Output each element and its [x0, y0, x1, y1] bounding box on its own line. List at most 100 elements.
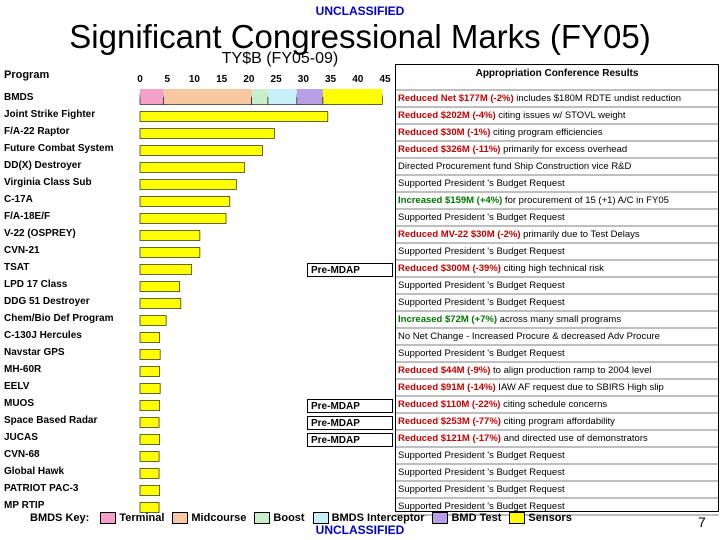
program-label: Joint Strike Fighter: [4, 109, 96, 120]
result-row: Supported President 's Budget Request: [398, 211, 718, 225]
legend-swatch: [509, 512, 526, 525]
program-bar: [139, 383, 161, 394]
page-title: Significant Congressional Marks (FY05): [69, 18, 651, 55]
program-bar: [139, 468, 160, 479]
legend-swatch: [172, 512, 189, 525]
result-row: Supported President 's Budget Request: [398, 347, 718, 361]
program-label: MUOS: [4, 398, 34, 409]
result-text: citing high technical risk: [500, 263, 604, 274]
program-label: DD(X) Destroyer: [4, 160, 82, 171]
legend-item: BMDS Interceptor: [305, 512, 424, 525]
program-label: C-130J Hercules: [4, 330, 82, 341]
result-row: Supported President 's Budget Request: [398, 500, 718, 514]
result-text: citing program affordability: [500, 416, 615, 427]
program-bar: [139, 298, 182, 309]
program-bar: [139, 162, 245, 173]
legend-items: Terminal Midcourse Boost BMDS Interceptor BM…: [92, 512, 572, 525]
result-row: Supported President 's Budget Request: [398, 483, 718, 497]
result-text: Supported President 's Budget Request: [398, 212, 565, 223]
x-tick-label: 35: [324, 74, 337, 85]
result-highlight: Reduced MV-22 $30M (-2%): [398, 229, 521, 240]
program-label: V-22 (OSPREY): [4, 228, 76, 239]
result-text: Supported President 's Budget Request: [398, 501, 565, 512]
classification-top: UNCLASSIFIED: [315, 4, 405, 18]
program-bar: [139, 213, 227, 224]
legend-item: Midcourse: [164, 512, 247, 525]
legend-label: BMDS Key:: [30, 512, 90, 524]
pre-mdap-label: Pre-MDAP: [307, 433, 393, 447]
result-text: citing issues w/ STOVL weight: [495, 110, 626, 121]
result-row: Supported President 's Budget Request: [398, 245, 718, 259]
x-tick-label: 40: [352, 74, 364, 85]
result-row: Reduced MV-22 $30M (-2%) primarily due t…: [398, 228, 718, 242]
result-text: for procurement of 15 (+1) A/C in FY05: [502, 195, 669, 206]
bmds-key-strip-segment: [163, 89, 252, 97]
result-text: across many small programs: [497, 314, 622, 325]
bmds-key-strip-segment: [296, 89, 323, 97]
legend-item: Boost: [246, 512, 305, 525]
result-highlight: Reduced Net $177M (-2%): [398, 93, 514, 104]
chart-subtitle: TY$B (FY05-09): [221, 50, 339, 67]
x-tick-label: 45: [379, 74, 391, 85]
result-row: Increased $159M (+4%) for procurement of…: [398, 194, 718, 208]
result-text: Directed Procurement fund Ship Construct…: [398, 161, 632, 172]
result-text: No Net Change - Increased Procure & decr…: [398, 331, 660, 342]
legend-item-label: Sensors: [528, 512, 572, 525]
program-label: Navstar GPS: [4, 347, 65, 358]
result-highlight: Increased $159M (+4%): [398, 195, 503, 206]
program-bar: [139, 247, 201, 258]
program-bar: [139, 315, 167, 326]
result-text: citing schedule concerns: [500, 399, 608, 410]
legend-swatch: [100, 512, 117, 525]
program-bar: [139, 196, 231, 207]
result-row: Reduced $44M (-9%) to align production r…: [398, 364, 718, 378]
result-row: Reduced $91M (-14%) IAW AF request due t…: [398, 381, 718, 395]
program-bar: [139, 264, 193, 275]
result-text: IAW AF request due to SBIRS High slip: [495, 382, 664, 393]
legend-item-label: Terminal: [119, 512, 165, 525]
program-bar: [139, 349, 161, 360]
legend-item: Terminal: [92, 512, 165, 525]
x-tick-label: 15: [216, 74, 228, 85]
program-label: F/A-18E/F: [4, 211, 51, 222]
result-highlight: Increased $72M (+7%): [398, 314, 498, 325]
result-highlight: Reduced $121M (-17%): [398, 433, 501, 444]
result-highlight: Reduced $91M (-14%): [398, 382, 496, 393]
legend-item: BMD Test: [424, 512, 501, 525]
result-highlight: Reduced $326M (-11%): [398, 144, 501, 155]
program-bar: [139, 332, 160, 343]
program-label: BMDS: [4, 92, 34, 103]
program-column-header: Program: [4, 69, 50, 81]
program-bar: [139, 451, 160, 462]
bmds-key-strip-segment: [267, 89, 297, 97]
result-highlight: Reduced $44M (-9%): [398, 365, 491, 376]
bmds-key-strip-segment: [322, 89, 383, 97]
result-highlight: Reduced $110M (-22%): [398, 399, 501, 410]
program-label: LPD 17 Class: [4, 279, 68, 290]
program-bar: [139, 502, 160, 513]
program-bar: [139, 281, 181, 292]
result-row: Reduced $202M (-4%) citing issues w/ STO…: [398, 109, 718, 123]
classification-bottom: UNCLASSIFIED: [315, 523, 405, 537]
x-tick-label: 5: [164, 74, 170, 85]
program-bar: [139, 145, 263, 156]
result-text: Supported President 's Budget Request: [398, 484, 565, 495]
result-text: Supported President 's Budget Request: [398, 280, 565, 291]
result-highlight: Reduced $30M (-1%): [398, 127, 491, 138]
result-text: Supported President 's Budget Request: [398, 297, 565, 308]
program-label: Space Based Radar: [4, 415, 98, 426]
result-text: Supported President 's Budget Request: [398, 178, 565, 189]
program-bar: [139, 485, 160, 496]
program-bar: [139, 128, 275, 139]
pre-mdap-label: Pre-MDAP: [307, 416, 393, 430]
result-text: Supported President 's Budget Request: [398, 348, 565, 359]
legend-swatch: [312, 512, 329, 525]
x-tick-label: 0: [137, 74, 143, 85]
bmds-key-strip-segment: [140, 89, 164, 97]
legend-item-label: Midcourse: [191, 512, 247, 525]
result-text: Supported President 's Budget Request: [398, 467, 565, 478]
program-label: TSAT: [4, 262, 30, 273]
results-column-header: Appropriation Conference Results: [475, 68, 639, 79]
result-row: Reduced $110M (-22%) citing schedule con…: [398, 398, 718, 412]
